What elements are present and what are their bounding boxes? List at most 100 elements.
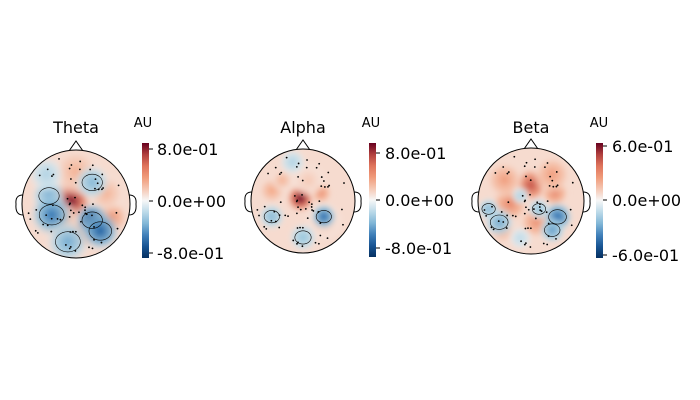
sensor-dot [343,182,345,184]
sensor-dot [285,156,288,159]
colorbar: AU 8.0e-01 0.0e+00 -8.0e-01 [362,116,454,258]
sensor-dot [45,214,48,217]
sensor-dot [85,213,88,216]
head-map [15,140,137,259]
colorbar-unit: AU [134,116,152,131]
activity-blob [538,216,567,245]
colorbar-gradient [142,143,149,258]
sensor-dot [524,242,527,245]
sensor-dot [520,240,522,243]
sensor-dot [310,203,313,206]
activity-blob [257,202,286,231]
sensor-dot [267,172,269,175]
sensor-dot [328,184,331,187]
contour-line [38,187,60,205]
sensor-dot [524,227,527,230]
sensor-dot [297,241,299,244]
panel-title: Theta [52,118,99,137]
sensor-dot [327,171,330,174]
sensor-dot [72,212,75,214]
left-ear-outline [15,194,24,216]
sensor-dot [278,214,281,217]
sensor-dot [323,186,326,188]
sensor-dot [70,164,73,166]
sensor-dot [92,203,94,206]
sensor-dot [529,227,532,230]
sensor-dot [547,222,550,225]
sensor-dot [293,195,296,197]
sensor-dot [308,201,310,204]
sensor-dot [540,210,543,213]
sensor-dot [35,208,38,211]
sensor-dot [69,231,72,233]
sensor-dot [320,176,323,178]
activity-blob [27,155,65,193]
sensor-dot [93,226,95,228]
sensor-dot [56,218,59,220]
sensor-dot [548,184,551,187]
sensor-dot [84,206,87,209]
sensor-dot [502,221,505,223]
sensor-dot [311,209,313,211]
sensor-dot [68,247,71,250]
sensor-dot [274,166,277,169]
sensor-dot [555,171,558,173]
sensor-dot [523,243,526,246]
sensor-dot [278,226,281,229]
sensor-dot [312,210,315,212]
sensor-dot [483,209,486,211]
sensor-dot [545,211,548,214]
sensor-dot [500,211,503,213]
activity-blob [510,185,531,206]
sensor-dot [529,193,531,196]
colorbar-tick-max: 6.0e-01 [612,137,673,156]
sensor-dot [97,188,100,191]
sensor-dot [506,214,509,217]
sensor-dot [534,217,537,220]
colorbar: AU 8.0e-01 0.0e+00 -8.0e-01 [134,116,226,263]
sensor-dot [42,223,45,226]
sensor-dot [66,197,69,200]
sensor-dot [68,215,71,218]
contour-line [55,231,81,253]
sensor-dot [525,206,527,209]
sensor-dot [538,206,541,208]
sensor-dot [301,179,304,182]
sensor-dot [505,227,508,229]
sensor-dot [50,230,53,233]
sensor-dot [571,181,574,184]
sensor-dot [556,184,559,187]
sensor-dot [299,208,302,211]
sensor-dot [80,220,82,223]
sensor-dot [78,211,80,214]
sensor-dot [521,194,524,197]
sensor-dot [301,193,303,196]
sensor-dot [256,208,259,211]
sensor-dot [297,206,299,209]
sensor-dot [117,184,120,187]
sensor-dot [527,227,529,230]
sensor-dot [525,161,528,164]
sensor-dot [539,203,541,206]
activity-blob [532,154,573,195]
sensor-dot [29,218,32,221]
colorbar-tick-zero: 0.0e+00 [385,191,454,210]
sensor-dot [523,200,526,203]
head-outline [250,148,356,254]
sensor-dot [317,242,320,245]
sensor-dot [38,174,41,177]
sensor-dot [295,200,298,203]
activity-blob [79,210,121,252]
sensor-dot [284,214,287,217]
sensor-dot [91,164,94,167]
colorbar-unit: AU [590,116,608,131]
sensor-dot [511,214,514,217]
sensor-dot [91,214,93,217]
sensor-dot [102,187,105,189]
sensor-dot [543,166,546,169]
sensor-dot [299,226,301,229]
activity-blob [73,163,111,201]
sensor-dot [304,208,307,210]
activity-blob [478,196,501,222]
